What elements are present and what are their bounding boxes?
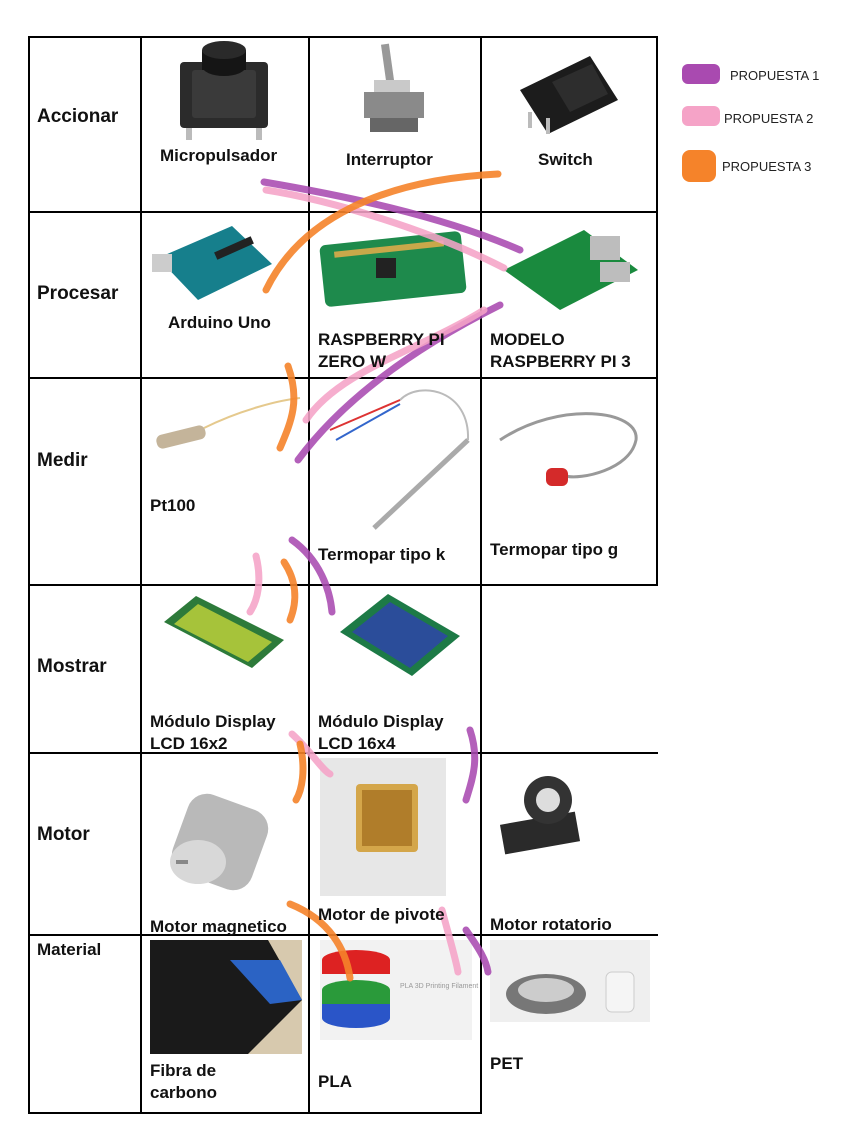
legend-label-1: PROPUESTA 1	[730, 68, 820, 83]
propuesta-3-path	[262, 170, 502, 982]
rotary-motor-image	[499, 776, 581, 855]
legend-label-3: PROPUESTA 3	[722, 159, 812, 174]
option-motor-magnetico: Motor magnetico	[150, 917, 287, 936]
row-label-material: Material	[37, 940, 102, 959]
grid-line	[28, 377, 658, 379]
grid-line	[28, 934, 658, 936]
row-label-accionar: Accionar	[37, 106, 119, 127]
grid-line	[308, 36, 310, 1114]
grid-line	[28, 36, 30, 1114]
option-switch: Switch	[538, 150, 593, 169]
g-thermocouple-image	[499, 412, 638, 486]
row-label-procesar: Procesar	[37, 283, 119, 304]
option-termopar-k: Termopar tipo k	[318, 545, 446, 564]
option-lcd-16x4: Módulo Display LCD 16x4	[318, 712, 444, 753]
option-arduino-uno: Arduino Uno	[168, 313, 271, 332]
toggle-switch-image	[364, 43, 424, 132]
option-motor-pivote: Motor de pivote	[318, 905, 445, 924]
rocker-switch-image	[520, 56, 618, 134]
lcd-16x2-image	[164, 596, 284, 668]
option-pt100: Pt100	[150, 496, 196, 515]
grid-line	[480, 36, 482, 1114]
option-pet: PET	[490, 1054, 524, 1073]
option-micropulsador: Micropulsador	[160, 146, 278, 165]
propuesta-2-path	[246, 186, 508, 976]
k-thermocouple-image	[329, 389, 470, 530]
option-termopar-g: Termopar tipo g	[490, 540, 619, 559]
dc-motor-image	[170, 793, 269, 891]
legend-swatch-2	[682, 106, 720, 126]
carbon-fiber-image	[150, 940, 302, 1054]
arduino-board-image	[152, 226, 272, 300]
grid-line	[28, 36, 658, 38]
row-label-medir: Medir	[37, 450, 88, 471]
raspberry-pi3-image	[504, 230, 638, 310]
option-pla: PLA	[318, 1072, 352, 1091]
pushbutton-image	[180, 41, 268, 140]
lcd-16x4-image	[340, 594, 460, 676]
grid-line	[28, 752, 658, 754]
option-raspberry-pi3: MODELO RASPBERRY PI 3	[490, 330, 631, 371]
legend-label-2: PROPUESTA 2	[724, 111, 814, 126]
option-fibra-carbono: Fibra de carbono	[150, 1061, 218, 1102]
option-raspberry-zero: RASPBERRY PI ZERO W	[318, 330, 445, 371]
option-interruptor: Interruptor	[346, 150, 433, 169]
row-label-mostrar: Mostrar	[37, 656, 107, 677]
pt100-sensor-image	[156, 397, 301, 449]
grid-line	[28, 1112, 482, 1114]
legend-swatch-1	[682, 64, 720, 84]
pla-image-caption: PLA 3D Printing Filament	[400, 983, 479, 990]
pet-filament-image	[490, 940, 650, 1022]
option-motor-rotatorio: Motor rotatorio	[490, 915, 612, 934]
grid-line	[140, 36, 142, 1114]
raspberry-zero-image	[319, 231, 467, 307]
option-lcd-16x2: Módulo Display LCD 16x2	[150, 712, 276, 753]
row-label-motor: Motor	[37, 824, 90, 845]
legend-swatch-3	[682, 150, 716, 182]
grid-line	[28, 584, 658, 586]
pivot-motor-image	[320, 758, 446, 896]
grid-line	[656, 36, 658, 584]
